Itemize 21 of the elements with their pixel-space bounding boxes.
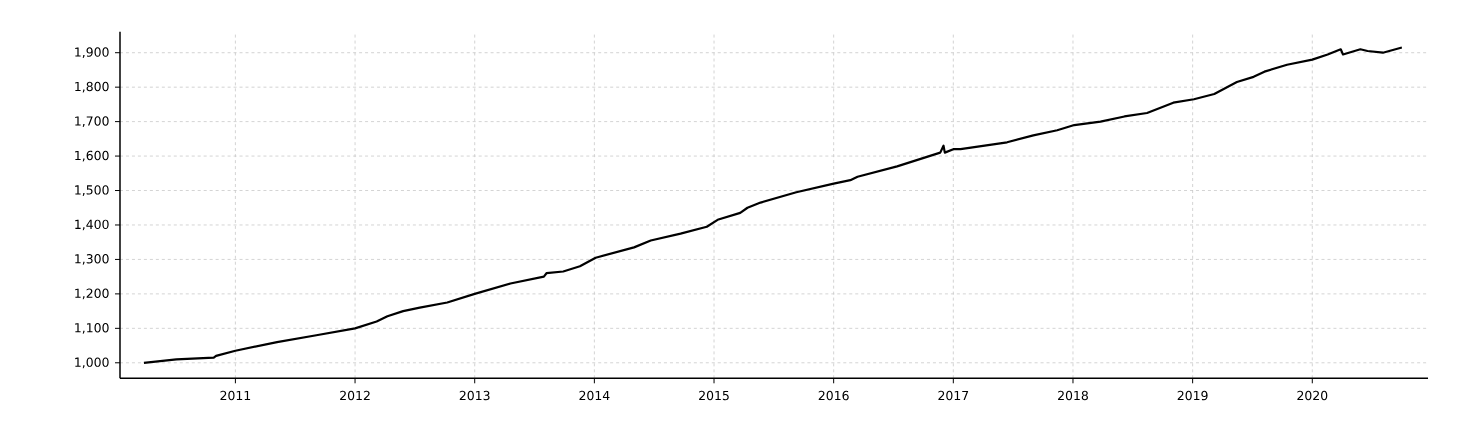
x-tick-label: 2012 (340, 390, 370, 401)
x-tick-label: 2017 (938, 390, 969, 401)
x-tick-label: 2019 (1177, 390, 1208, 401)
y-tick-label: 1,700 (75, 116, 109, 127)
line-series (142, 46, 1403, 364)
y-tick-label: 1,500 (75, 185, 109, 196)
x-tick-label: 2011 (220, 390, 251, 401)
y-tick-label: 1,600 (75, 150, 109, 162)
x-tick-label: 2018 (1058, 390, 1088, 401)
y-tick-label: 1,100 (75, 322, 109, 334)
y-tick-label: 1,300 (75, 254, 109, 265)
y-tick-label: 1,900 (75, 47, 109, 59)
y-tick-label: 1,800 (75, 81, 109, 93)
y-tick-label: 1,000 (75, 357, 109, 369)
x-tick-label: 2016 (818, 390, 849, 401)
y-tick-label: 1,200 (75, 288, 109, 300)
x-tick-label: 2015 (699, 390, 729, 401)
y-tick-label: 1,400 (75, 219, 109, 231)
x-tick-label: 2014 (579, 390, 610, 401)
x-tick-label: 2020 (1297, 390, 1328, 401)
x-tick-label: 2013 (459, 390, 490, 401)
